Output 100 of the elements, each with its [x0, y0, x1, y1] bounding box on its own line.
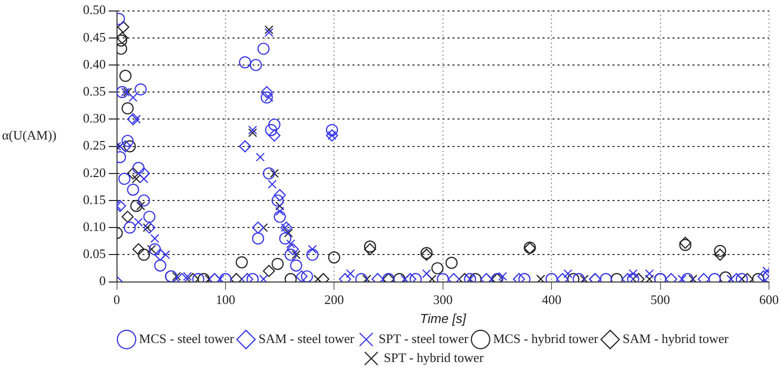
point: [250, 58, 262, 72]
legend-label: SAM - steel tower: [258, 330, 355, 346]
point: [262, 167, 275, 180]
point: [274, 210, 286, 223]
point: [364, 240, 376, 253]
point: [714, 244, 726, 257]
legend-label: SPT - hybrid tower: [384, 350, 484, 365]
point: [127, 113, 140, 126]
point: [134, 218, 143, 227]
y-tick-label: 0.20: [83, 164, 106, 180]
point: [116, 86, 128, 98]
point: [138, 194, 150, 207]
y-tick-label: 0.05: [83, 246, 106, 262]
point: [138, 167, 150, 180]
point: [308, 244, 317, 254]
point: [252, 232, 264, 244]
y-tick-label: 0.45: [83, 29, 106, 44]
point: [272, 194, 284, 207]
point: [118, 172, 130, 185]
point: [313, 274, 322, 282]
point: [284, 228, 293, 238]
point: [714, 248, 726, 261]
point: [204, 274, 214, 282]
point: [400, 274, 410, 282]
point: [260, 91, 273, 104]
point: [272, 258, 284, 270]
point: [431, 262, 444, 274]
point: [275, 206, 284, 216]
point: [260, 86, 273, 98]
point: [172, 272, 181, 281]
point: [124, 222, 136, 234]
point: [362, 274, 372, 282]
point: [182, 272, 192, 281]
point: [279, 232, 292, 244]
legend-label: MCS - hybrid tower: [493, 330, 599, 346]
point: [134, 83, 147, 96]
point: [116, 42, 128, 55]
point: [719, 271, 732, 282]
y-tick-label: 0.15: [83, 192, 106, 207]
point: [628, 269, 638, 278]
point: [268, 118, 280, 131]
point: [300, 270, 314, 282]
point: [678, 274, 686, 282]
y-tick-label: 0.50: [83, 2, 106, 18]
point: [252, 222, 264, 234]
y-tick-label: 0.35: [83, 84, 106, 99]
y-tick-label: 0.30: [83, 110, 106, 126]
point: [143, 222, 156, 234]
point: [127, 167, 140, 180]
point: [286, 239, 296, 248]
point: [265, 124, 278, 136]
x-tick-label: 100: [216, 292, 236, 308]
y-tick-label: 0.10: [83, 219, 106, 234]
point: [238, 56, 252, 68]
point: [290, 259, 302, 272]
point: [346, 269, 355, 278]
point: [138, 248, 150, 261]
point: [428, 274, 436, 282]
point: [132, 174, 141, 184]
point: [147, 244, 156, 254]
point: [116, 34, 128, 47]
point: [139, 174, 148, 184]
point: [124, 140, 136, 152]
y-tick-label: 0: [99, 273, 106, 288]
point: [123, 88, 132, 97]
point: [259, 274, 268, 282]
x-tick-label: 200: [324, 292, 344, 308]
point: [644, 274, 654, 282]
legend-label: SPT - steel tower: [378, 330, 470, 346]
point: [280, 222, 292, 234]
point: [284, 248, 297, 261]
point: [286, 243, 299, 256]
point: [644, 269, 654, 278]
legend-label: SAM - hybrid tower: [622, 330, 730, 346]
point: [268, 180, 277, 189]
point: [132, 162, 145, 174]
point: [143, 210, 156, 223]
point: [121, 88, 130, 97]
point: [536, 274, 546, 282]
point: [256, 152, 265, 162]
point: [154, 259, 166, 272]
point: [306, 248, 318, 261]
point: [248, 128, 258, 138]
point: [119, 140, 132, 152]
point: [688, 274, 698, 282]
point: [264, 28, 274, 37]
point: [116, 32, 128, 44]
point: [328, 251, 340, 264]
point: [275, 201, 284, 210]
point: [238, 140, 252, 152]
point: [268, 129, 280, 142]
point: [758, 270, 769, 282]
point: [248, 126, 258, 134]
point: [296, 270, 308, 282]
point: [122, 210, 134, 223]
point: [292, 250, 301, 260]
x-tick-label: 400: [542, 292, 562, 308]
point: [150, 234, 160, 243]
point: [446, 256, 458, 269]
point: [274, 189, 286, 202]
